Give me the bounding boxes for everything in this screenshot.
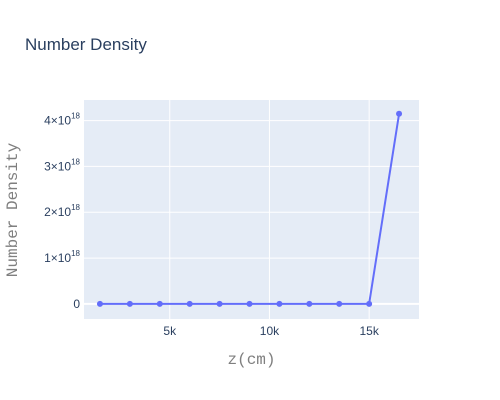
y-tick-mantissa: 4×10 (44, 114, 71, 128)
data-point (186, 300, 193, 307)
data-point (336, 300, 343, 307)
y-tick-label: 2×1018 (44, 203, 80, 219)
data-point (366, 300, 373, 307)
y-tick-mantissa: 3×10 (44, 159, 71, 173)
y-tick-label: 0 (73, 297, 80, 311)
data-point (156, 300, 163, 307)
y-tick-label: 1×1018 (44, 249, 80, 265)
y-tick-exponent: 18 (71, 112, 80, 121)
y-tick-mantissa: 1×10 (44, 251, 71, 265)
x-tick-label: 10k (260, 324, 280, 338)
y-tick-exponent: 18 (71, 249, 80, 258)
y-tick-label: 3×1018 (44, 157, 80, 173)
data-point (96, 300, 103, 307)
data-point (216, 300, 223, 307)
x-axis-title: z(cm) (227, 351, 275, 369)
x-tick-labels: 5k 10k 15k (163, 324, 379, 338)
y-tick-exponent: 18 (71, 157, 80, 166)
data-point (126, 300, 133, 307)
data-point (276, 300, 283, 307)
plot-area (84, 100, 419, 319)
y-axis-title: Number Density (4, 142, 22, 277)
y-tick-mantissa: 2×10 (44, 205, 71, 219)
data-point (246, 300, 253, 307)
x-tick-label: 15k (359, 324, 379, 338)
y-tick-exponent: 18 (71, 203, 80, 212)
data-point (306, 300, 313, 307)
y-tick-label: 4×1018 (44, 112, 80, 128)
y-tick-mantissa: 0 (73, 297, 80, 311)
data-point (396, 110, 403, 117)
chart-title: Number Density (25, 35, 147, 54)
x-tick-label: 5k (163, 324, 177, 338)
series-layer (96, 110, 403, 307)
